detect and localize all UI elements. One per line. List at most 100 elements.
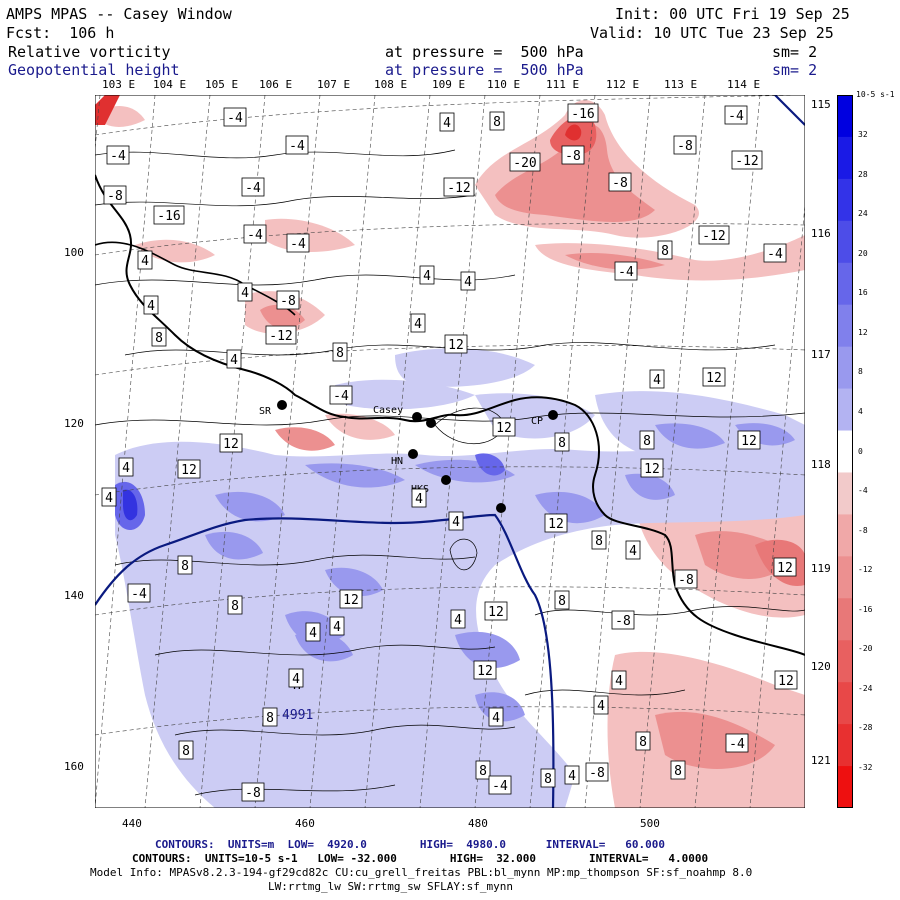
contour-label: 8 [332, 342, 348, 362]
contour-label: 4 [488, 707, 504, 727]
svg-text:4: 4 [597, 699, 605, 714]
contour-label: 4 [611, 670, 627, 690]
y-axis-label-160: 160 [64, 760, 84, 773]
field2-name: Geopotential height [8, 61, 180, 79]
longitude-label: 114 E [727, 78, 761, 91]
contour-label: -4 [329, 385, 353, 405]
colorbar-tick-label: 28 [858, 169, 868, 179]
svg-text:8: 8 [231, 599, 239, 614]
svg-text:8: 8 [661, 244, 669, 259]
contour-label: 4 [143, 295, 159, 315]
colorbar-tick-label: -32 [858, 763, 873, 772]
colorbar-segment [837, 262, 853, 306]
contour-label: 4 [237, 282, 253, 302]
contour-label: -12 [265, 325, 297, 345]
svg-text:-8: -8 [589, 766, 605, 781]
latitude-label: 121 E [810, 754, 844, 767]
colorbar-tick-label: -24 [858, 683, 873, 693]
contour-label: 12 [484, 601, 508, 621]
contour-label: -4 [243, 224, 267, 244]
colorbar-tick-label: 8 [858, 367, 863, 377]
contour-label: 12 [339, 589, 363, 609]
x-axis-label-480: 480 [468, 817, 488, 830]
colorbar-segment [837, 724, 853, 767]
colorbar-segment [837, 514, 853, 557]
colorbar-segment [837, 598, 853, 641]
svg-text:4: 4 [414, 317, 422, 332]
svg-text:8: 8 [155, 331, 163, 346]
colorbar-segment [837, 556, 853, 599]
contour-label: 8 [489, 111, 505, 131]
svg-text:8: 8 [558, 594, 566, 609]
svg-text:-4: -4 [728, 109, 744, 124]
svg-text:4: 4 [653, 373, 661, 388]
footer-vorticity-contours: CONTOURS: UNITS=10-5 s-1 LOW= -32.000 HI… [132, 852, 709, 865]
svg-text:-12: -12 [735, 154, 758, 169]
valid-time: Valid: 10 UTC Tue 23 Sep 25 [590, 24, 834, 42]
colorbar-tick-label: 24 [858, 209, 868, 219]
colorbar-tick-label: -4 [858, 486, 868, 496]
y-axis-label-100: 100 [64, 246, 84, 259]
contour-label: 4 [649, 369, 665, 389]
contour-label: -4 [725, 733, 749, 753]
contour-label: 12 [544, 513, 568, 533]
svg-text:-16: -16 [157, 209, 180, 224]
svg-text:-8: -8 [677, 139, 693, 154]
colorbar-tick-label: -12 [858, 565, 873, 575]
map-title: AMPS MPAS -- Casey Window [6, 5, 232, 23]
svg-text:4: 4 [629, 544, 637, 559]
field1-level: at pressure = 500 hPa [385, 43, 584, 61]
colorbar-segment [837, 766, 853, 808]
contour-label: -16 [153, 205, 185, 225]
colorbar-tick-label: 12 [858, 327, 868, 337]
contour-label: -20 [509, 152, 541, 172]
svg-text:-8: -8 [280, 294, 296, 309]
contour-label: 4 [226, 349, 242, 369]
contour-label: 4 [439, 112, 455, 132]
contour-label: 12 [219, 433, 243, 453]
station-cp: CP [531, 416, 543, 427]
station-markers [277, 400, 558, 513]
svg-text:4: 4 [309, 626, 317, 641]
latitude-label: 115 E [810, 98, 844, 111]
svg-text:-4: -4 [289, 139, 305, 154]
footer-height-contours: CONTOURS: UNITS=m LOW= 4920.0 HIGH= 4980… [155, 838, 665, 851]
contour-label: 8 [639, 430, 655, 450]
contour-label: 12 [492, 417, 516, 437]
contour-label: 4 [460, 271, 476, 291]
contour-label: 4 [305, 622, 321, 642]
colorbar-segment [837, 304, 853, 348]
svg-text:12: 12 [496, 421, 512, 436]
vorticity-map: SR Casey HN HKS CP H 4991 -448-4-16-4-8-… [95, 95, 805, 808]
colorbar-segment [837, 430, 853, 473]
y-axis-label-120: 120 [64, 417, 84, 430]
svg-text:8: 8 [493, 115, 501, 130]
svg-text:-4: -4 [333, 389, 349, 404]
svg-text:-8: -8 [107, 189, 123, 204]
svg-text:8: 8 [181, 559, 189, 574]
svg-text:4: 4 [141, 254, 149, 269]
colorbar-segment [837, 388, 853, 432]
svg-text:12: 12 [644, 462, 660, 477]
latitude-label: 117 E [810, 348, 844, 361]
contour-label: -16 [567, 103, 599, 123]
contour-label: 8 [475, 760, 491, 780]
svg-text:-12: -12 [269, 329, 292, 344]
contour-label: -8 [673, 135, 697, 155]
longitude-label: 104 E [153, 78, 187, 91]
svg-text:12: 12 [448, 338, 464, 353]
svg-text:12: 12 [223, 437, 239, 452]
svg-text:4: 4 [105, 491, 113, 506]
svg-text:4: 4 [241, 286, 249, 301]
svg-text:4: 4 [568, 769, 576, 784]
contour-label: 4 [410, 313, 426, 333]
colorbar-tick-label: -16 [858, 604, 873, 614]
colorbar-tick-label: 32 [858, 130, 868, 139]
contour-label: 4 [419, 265, 435, 285]
contour-label: 8 [262, 707, 278, 727]
contour-label: -8 [611, 610, 635, 630]
longitude-label: 107 E [317, 78, 351, 91]
forecast-hour: Fcst: 106 h [6, 24, 115, 42]
contour-label: 8 [635, 731, 651, 751]
svg-text:-12: -12 [702, 229, 725, 244]
